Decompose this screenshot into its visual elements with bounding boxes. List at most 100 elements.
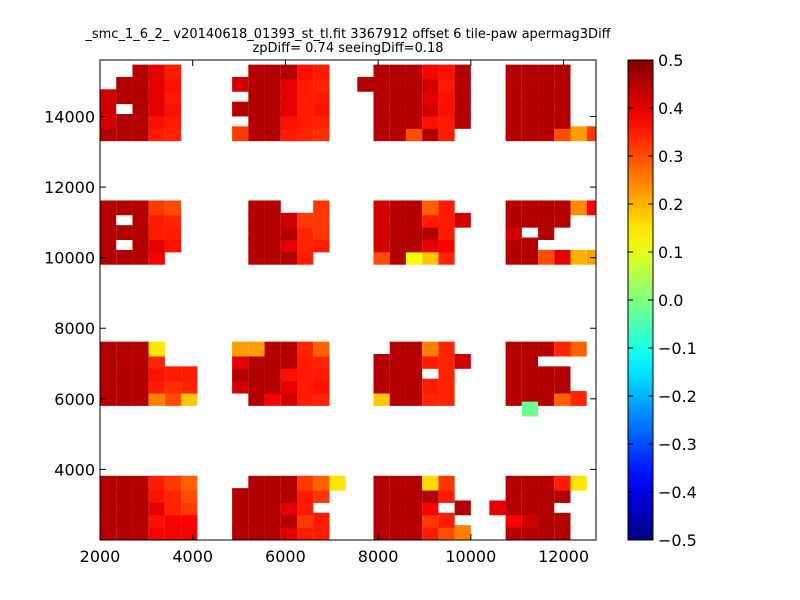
heatmap-cell: [373, 101, 390, 117]
colorbar-tick-label: 0.3: [658, 147, 683, 166]
heatmap-cell: [389, 225, 406, 240]
heatmap-cell: [373, 89, 390, 105]
colorbar-tick-label: 0.0: [658, 291, 683, 310]
heatmap-cell: [116, 200, 133, 216]
heatmap-cell: [313, 237, 330, 253]
heatmap-cell: [132, 101, 149, 117]
heatmap-cell: [422, 341, 439, 357]
heatmap-cell: [570, 341, 587, 357]
heatmap-cell: [554, 512, 571, 528]
heatmap-cell: [389, 391, 406, 406]
heatmap-cell: [148, 89, 165, 105]
heatmap-cell: [405, 391, 423, 406]
heatmap-cell: [554, 341, 571, 357]
heatmap-cell: [164, 101, 182, 117]
heatmap-cell: [148, 114, 165, 129]
heatmap-cell: [132, 114, 149, 129]
heatmap-cell: [373, 212, 390, 228]
heatmap-cell: [454, 354, 471, 369]
heatmap-cell: [505, 512, 522, 528]
heatmap-cell: [264, 512, 281, 528]
heatmap-cell: [313, 89, 330, 105]
heatmap-cell: [422, 212, 439, 228]
heatmap-cell: [554, 391, 571, 406]
heatmap-cell: [554, 114, 571, 129]
y-tick-label: 12000: [44, 178, 95, 197]
heatmap-cell: [438, 89, 455, 105]
chart-title: _smc_1_6_2_ v20140618_01393_st_tl.fit 33…: [84, 27, 611, 42]
heatmap-cell: [313, 114, 330, 129]
heatmap-cell: [297, 126, 314, 142]
heatmap-cell: [313, 341, 330, 357]
heatmap-cell: [248, 366, 265, 382]
heatmap-cell: [248, 512, 265, 528]
colorbar-tick-label: −0.1: [658, 339, 697, 358]
heatmap-cell: [313, 488, 330, 503]
heatmap-cell: [405, 249, 423, 265]
heatmap-cell: [505, 237, 522, 253]
heatmap-cell: [422, 114, 439, 129]
heatmap-cell: [389, 89, 406, 105]
heatmap-cell: [438, 249, 455, 265]
heatmap-cell: [264, 366, 281, 382]
heatmap-cell: [164, 488, 182, 503]
heatmap-cell: [313, 200, 330, 216]
heatmap-cell: [164, 366, 182, 382]
heatmap-cell: [313, 366, 330, 382]
heatmap-cell: [505, 475, 522, 491]
heatmap-cell: [264, 488, 281, 503]
heatmap-cell: [248, 101, 265, 117]
heatmap-cell: [264, 378, 281, 394]
heatmap-cell: [438, 378, 455, 394]
heatmap-cell: [389, 341, 406, 357]
heatmap-cell: [438, 354, 455, 369]
heatmap-cell: [538, 212, 555, 228]
heatmap-cell: [554, 200, 571, 216]
heatmap-cell: [297, 488, 314, 503]
heatmap-cell: [297, 525, 314, 540]
y-tick-label: 6000: [54, 390, 95, 409]
colorbar-tick-label: 0.2: [658, 195, 683, 214]
heatmap-cell: [405, 237, 423, 253]
heatmap-cell: [505, 354, 522, 369]
heatmap-cell: [586, 200, 596, 216]
heatmap-cell: [248, 89, 265, 105]
heatmap-cell: [454, 212, 471, 228]
colorbar-tick-label: 0.5: [658, 51, 683, 70]
heatmap-cell: [373, 76, 390, 92]
heatmap-cell: [389, 200, 406, 216]
heatmap-cell: [521, 354, 539, 369]
heatmap-cell: [297, 64, 314, 80]
heatmap-cell: [373, 500, 390, 516]
heatmap-cell: [297, 212, 314, 228]
heatmap-cell: [357, 76, 374, 92]
heatmap-cell: [570, 200, 587, 216]
heatmap-cell: [164, 225, 182, 240]
colorbar-tick-label: −0.5: [658, 531, 697, 550]
heatmap-cell: [116, 126, 133, 142]
heatmap-cell: [297, 249, 314, 265]
heatmap-cell: [164, 114, 182, 129]
heatmap-cell: [264, 76, 281, 92]
heatmap-cell: [313, 64, 330, 80]
heatmap-cell: [554, 101, 571, 117]
heatmap-cell: [521, 401, 539, 417]
heatmap-cell: [521, 212, 539, 228]
heatmap-cell: [164, 76, 182, 92]
heatmap-cell: [280, 341, 298, 357]
heatmap-cell: [116, 341, 133, 357]
heatmap-cell: [538, 475, 555, 491]
heatmap-cell: [389, 512, 406, 528]
heatmap-cell: [148, 525, 165, 540]
heatmap-cell: [164, 89, 182, 105]
heatmap-cell: [297, 237, 314, 253]
heatmap-cell: [164, 500, 182, 516]
heatmap-cell: [248, 114, 265, 129]
heatmap-cell: [116, 354, 133, 369]
heatmap-cell: [554, 378, 571, 394]
x-tick-label: 4000: [172, 547, 213, 566]
heatmap-cell: [100, 366, 117, 382]
heatmap-cell: [116, 225, 133, 240]
heatmap-cell: [422, 500, 439, 516]
y-tick-label: 4000: [54, 460, 95, 479]
